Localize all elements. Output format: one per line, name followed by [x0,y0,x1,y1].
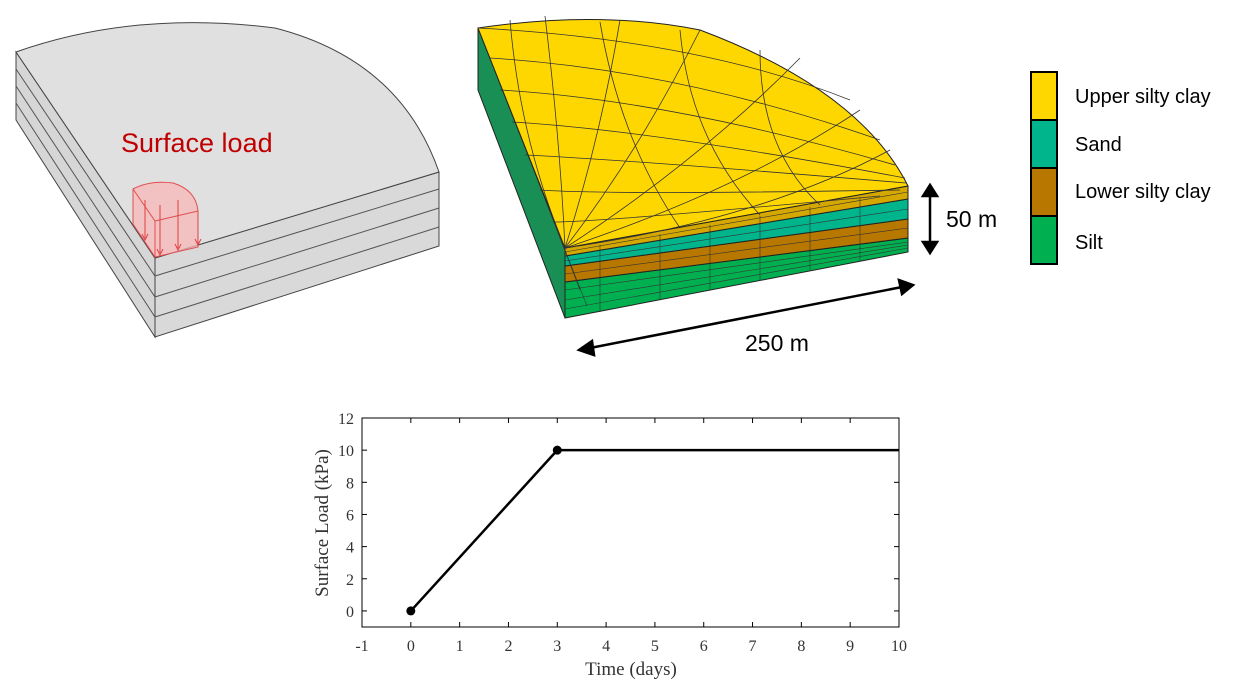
x-tick-label: -1 [355,638,368,655]
x-tick-label: 8 [797,638,805,655]
x-tick-label: 2 [504,638,512,655]
width-label: 250 m [745,330,809,356]
legend-label-silt: Silt [1075,232,1103,254]
legend-swatch-sand [1030,119,1058,169]
meshed-soil-model: 50 m 250 m [477,15,997,357]
legend-label-lower-silty-clay: Lower silty clay [1075,181,1211,203]
y-tick-label: 8 [346,475,354,492]
legend-swatch-upper-silty-clay [1030,71,1058,121]
y-tick-label: 0 [346,604,354,621]
load-arrows [141,200,202,257]
x-tick-label: 0 [407,638,415,655]
legend-swatch-silt [1030,215,1058,265]
y-tick-label: 12 [338,411,354,428]
legend: Upper silty clay Sand Lower silty clay S… [1030,71,1211,265]
mesh-top-surface [477,18,909,249]
block-layer-lines [15,68,440,318]
mesh-top-grid [477,15,907,249]
surface-load-shape [132,181,202,258]
depth-label: 50 m [946,206,997,232]
y-tick-label: 6 [346,507,354,524]
layered-soil-block: Surface load [15,22,440,339]
x-tick-label: 4 [602,638,610,655]
x-tick-label: 7 [749,638,757,655]
x-tick-label: 10 [891,638,907,655]
block-top-surface [15,22,440,259]
x-tick-label: 5 [651,638,659,655]
data-point [552,445,562,455]
y-tick-label: 4 [346,540,354,557]
legend-swatch-lower-silty-clay [1030,167,1058,217]
x-tick-label: 1 [456,638,464,655]
x-tick-label: 6 [700,638,708,655]
surface-load-label: Surface load [121,128,273,158]
chart-y-axis-label: Surface Load (kPa) [312,449,333,597]
x-tick-label: 9 [846,638,854,655]
chart-plot-area [361,417,900,628]
data-point [406,606,416,616]
chart-x-axis-label: Time (days) [585,659,677,680]
y-tick-label: 10 [338,443,354,460]
width-arrow [576,278,916,357]
depth-arrow [920,182,940,256]
x-tick-label: 3 [553,638,561,655]
legend-label-sand: Sand [1075,134,1122,156]
chart-series [406,445,899,616]
legend-label-upper-silty-clay: Upper silty clay [1075,86,1211,108]
mesh-layer-grid [499,83,909,312]
y-tick-label: 2 [346,572,354,589]
